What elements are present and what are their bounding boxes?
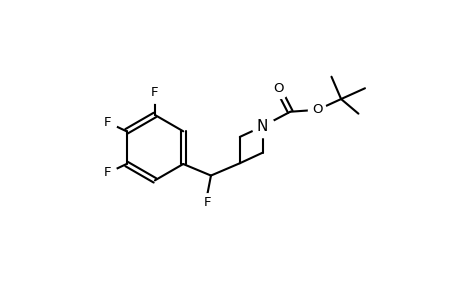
Text: O: O [273,82,283,95]
Text: F: F [151,86,158,99]
Text: F: F [203,196,210,209]
Text: F: F [103,167,111,179]
Text: O: O [311,103,322,116]
Text: F: F [103,116,111,129]
Text: N: N [256,119,268,134]
